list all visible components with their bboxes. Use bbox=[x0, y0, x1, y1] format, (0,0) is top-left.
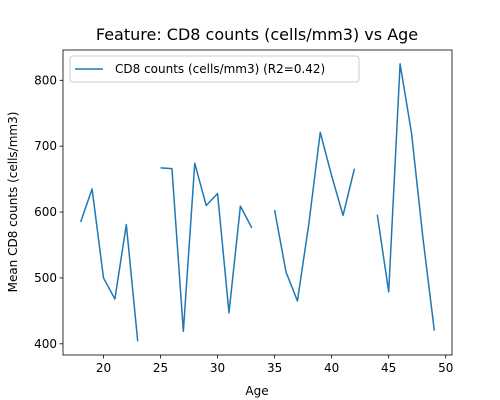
legend-box bbox=[69, 55, 360, 83]
x-axis-label: Age bbox=[245, 384, 268, 398]
series-line-segment bbox=[160, 162, 253, 333]
series-line-segment bbox=[273, 131, 356, 302]
x-tick-label: 20 bbox=[96, 361, 111, 375]
y-tick-label: 700 bbox=[34, 139, 57, 153]
y-tick-label: 600 bbox=[34, 205, 57, 219]
x-tick-label: 50 bbox=[438, 361, 453, 375]
x-tick-label: 35 bbox=[267, 361, 282, 375]
series-0-group bbox=[79, 63, 436, 342]
chart-title: Feature: CD8 counts (cells/mm3) vs Age bbox=[96, 25, 418, 44]
y-axis-label: Mean CD8 counts (cells/mm3) bbox=[6, 112, 20, 293]
x-tick-label: 40 bbox=[324, 361, 339, 375]
axes-frame bbox=[62, 49, 453, 356]
x-tick-label: 25 bbox=[153, 361, 168, 375]
legend: CD8 counts (cells/mm3) (R2=0.42) bbox=[69, 55, 360, 83]
x-tick-label: 30 bbox=[210, 361, 225, 375]
y-tick-label: 500 bbox=[34, 271, 57, 285]
legend-label: CD8 counts (cells/mm3) (R2=0.42) bbox=[115, 62, 325, 76]
series-line-segment bbox=[79, 188, 139, 342]
plot-area: 20 25 30 35 40 45 50 400 500 600 700 800 CD8 counts … bbox=[34, 49, 453, 375]
y-tick-label: 400 bbox=[34, 337, 57, 351]
series-line-segment bbox=[376, 63, 436, 331]
y-tick-label: 800 bbox=[34, 73, 57, 87]
x-tick-label: 45 bbox=[381, 361, 396, 375]
